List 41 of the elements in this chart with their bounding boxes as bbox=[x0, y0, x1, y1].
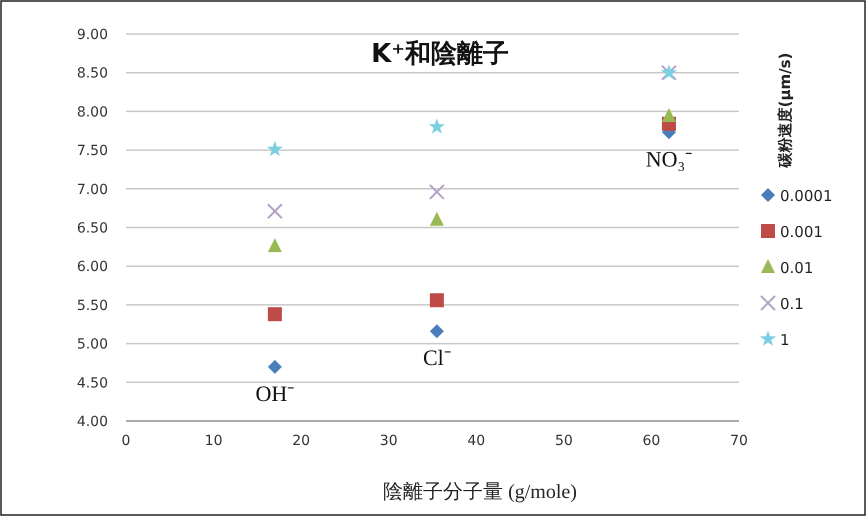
legend-label: 0.001 bbox=[780, 223, 823, 241]
point bbox=[428, 184, 445, 200]
y-tick-label: 7.50 bbox=[76, 143, 108, 160]
point bbox=[430, 293, 444, 308]
x-tick-label: 60 bbox=[642, 433, 660, 449]
x-tick-label: 40 bbox=[467, 433, 486, 449]
y-tick-label: 5.00 bbox=[76, 336, 108, 353]
annotation: NO₃⁻ bbox=[646, 146, 692, 172]
point bbox=[428, 118, 445, 134]
legend-label: 0.0001 bbox=[780, 187, 832, 205]
y-tick-label: 8.00 bbox=[76, 104, 108, 120]
legend-label: 0.01 bbox=[780, 259, 814, 277]
x-tick-label: 70 bbox=[730, 433, 748, 449]
point bbox=[430, 212, 444, 226]
x-tick-label: 0 bbox=[122, 433, 130, 449]
point bbox=[268, 238, 282, 252]
point bbox=[268, 307, 282, 322]
legend-title: 碳粉速度(μm/s) bbox=[776, 52, 794, 168]
x-tick-label: 10 bbox=[204, 433, 222, 449]
y-tick-label: 6.50 bbox=[76, 220, 108, 236]
x-axis-title: 陰離子分子量 (g/mole) bbox=[383, 481, 577, 503]
annotation: OH⁻ bbox=[255, 380, 294, 406]
point bbox=[430, 324, 444, 338]
y-tick-label: 8.50 bbox=[76, 66, 108, 82]
point bbox=[266, 140, 283, 156]
point bbox=[662, 108, 676, 122]
legend-label: 1 bbox=[780, 331, 790, 349]
y-tick-label: 9.00 bbox=[76, 27, 108, 43]
y-tick-label: 6.00 bbox=[76, 259, 108, 276]
point bbox=[268, 360, 282, 374]
y-tick-label: 5.50 bbox=[76, 298, 108, 314]
chart-title: K⁺和陰離子 bbox=[371, 39, 509, 69]
annotation: Cl⁻ bbox=[422, 345, 451, 370]
y-tick-label: 4.50 bbox=[76, 375, 108, 392]
legend-label: 0.1 bbox=[780, 295, 804, 313]
y-tick-label: 7.00 bbox=[76, 182, 108, 198]
y-tick-label: 4.00 bbox=[76, 414, 108, 430]
x-tick-label: 30 bbox=[380, 433, 398, 449]
x-tick-label: 50 bbox=[554, 433, 573, 449]
point bbox=[266, 203, 283, 220]
x-tick-label: 20 bbox=[292, 433, 310, 449]
